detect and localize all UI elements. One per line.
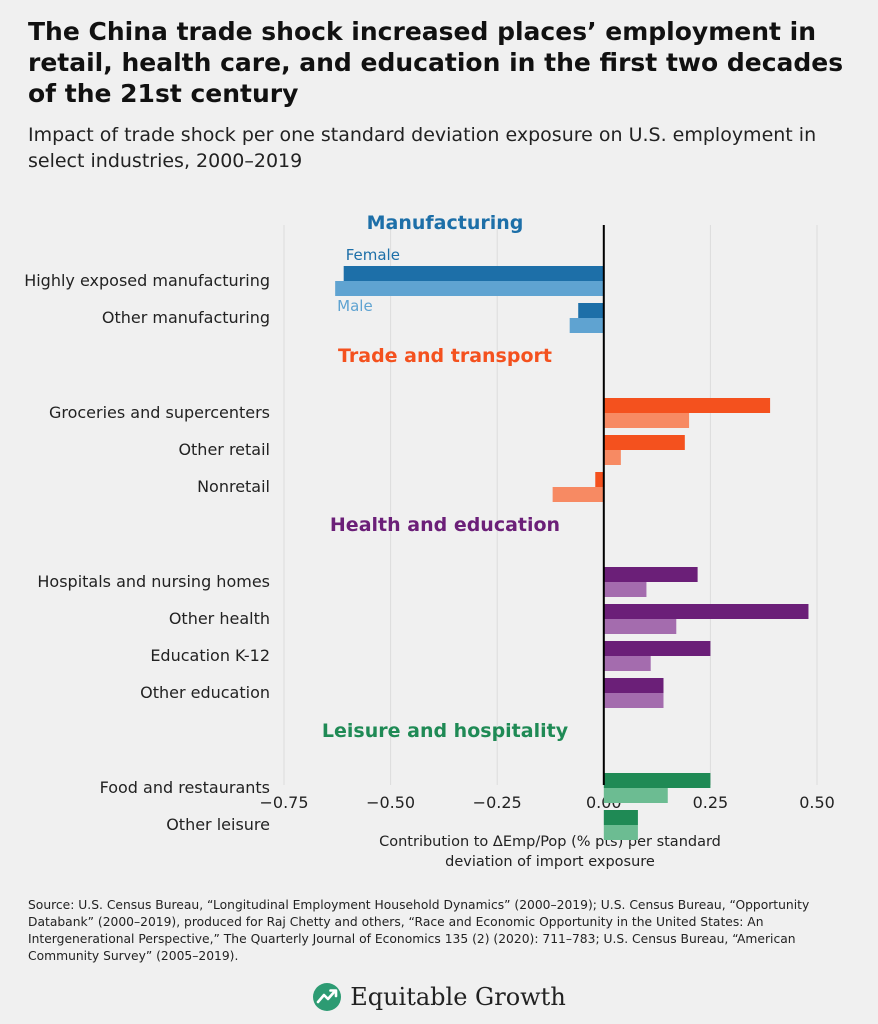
bar-female [603,604,809,619]
source-note: Source: U.S. Census Bureau, “Longitudina… [28,898,810,963]
bar-chart: −0.75−0.50−0.250.000.250.50Contribution … [24,212,835,870]
legend-male: Male [337,297,373,315]
x-axis-label-line2: deviation of import exposure [445,854,655,870]
bar-female [603,567,698,582]
bar-female [343,266,604,281]
bar-female [603,810,638,825]
bar-male [603,450,621,465]
x-tick-label: 0.50 [799,793,835,812]
bar-male [603,619,677,634]
category-label: Nonretail [197,477,270,496]
category-label: Other health [169,609,270,628]
category-label: Other retail [178,440,270,459]
x-tick-label: −0.75 [259,793,308,812]
group-label: Leisure and hospitality [322,720,569,742]
group-label: Health and education [330,514,560,536]
category-label: Education K-12 [150,646,270,665]
category-label: Highly exposed manufacturing [24,271,270,290]
brand-logo: Equitable Growth [0,975,878,1019]
x-tick-label: −0.50 [366,793,415,812]
group-label: Manufacturing [367,212,524,234]
group-label: Trade and transport [338,345,552,367]
bar-male [552,487,604,502]
category-label: Other leisure [166,815,270,834]
bar-male [603,788,668,803]
category-label: Food and restaurants [100,778,270,797]
category-label: Other manufacturing [102,308,270,327]
bar-male [569,318,604,333]
category-label: Groceries and supercenters [49,403,270,422]
bar-male [603,413,690,428]
bar-male [603,693,664,708]
bar-male [603,825,638,840]
x-axis-label-line1: Contribution to ΔEmp/Pop (% pts) per sta… [379,834,721,850]
growth-arrow-icon [313,983,342,1011]
category-label: Hospitals and nursing homes [37,572,270,591]
bar-female [603,678,664,693]
chart-subtitle: Impact of trade shock per one standard d… [28,124,817,172]
x-tick-label: 0.25 [693,793,729,812]
bar-female [603,773,711,788]
bar-female [595,472,604,487]
bar-female [603,435,685,450]
bar-female [603,398,771,413]
x-tick-label: −0.25 [473,793,522,812]
brand-name: Equitable Growth [350,983,566,1011]
bar-male [335,281,604,296]
bar-male [603,582,647,597]
category-label: Other education [140,683,270,702]
bar-female [603,641,711,656]
bar-female [578,303,604,318]
legend-female: Female [346,246,400,264]
bar-male [603,656,651,671]
chart-title: The China trade shock increased places’ … [28,17,844,108]
